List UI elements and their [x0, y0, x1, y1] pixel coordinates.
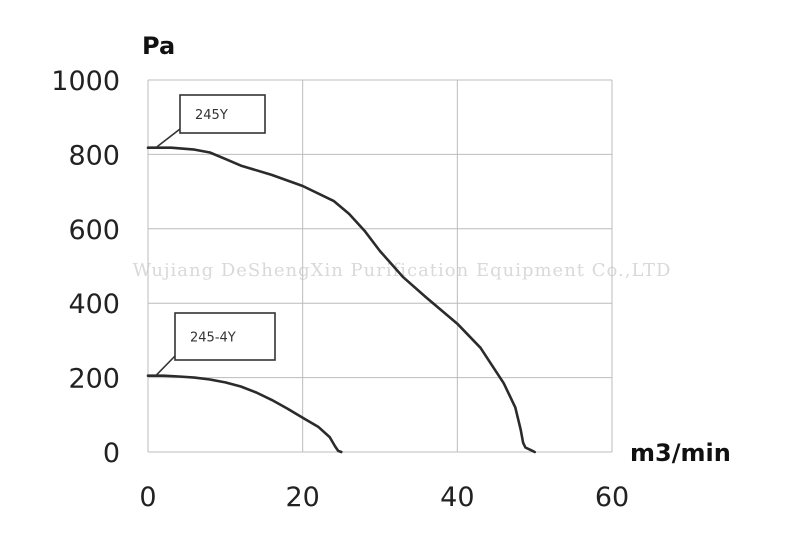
x-axis-label: m3/min	[630, 439, 731, 467]
y-tick-label: 400	[68, 289, 120, 320]
x-tick-label: 0	[139, 482, 156, 513]
callout-label: 245-4Y	[190, 331, 236, 346]
y-tick-label: 0	[103, 438, 120, 469]
x-tick-label: 20	[285, 482, 319, 513]
series-line-245-4y	[146, 374, 343, 454]
grid-layer	[147, 79, 613, 453]
series-layer	[146, 146, 537, 454]
callout-245y: 245Y	[155, 94, 266, 149]
watermark-layer: Wujiang DeShengXin Purification Equipmen…	[133, 260, 672, 281]
annotation-layer: 245Y 245-4Y	[155, 94, 276, 377]
callout-label: 245Y	[195, 108, 228, 123]
callout-leader-line	[155, 128, 181, 149]
y-tick-label: 800	[68, 140, 120, 171]
x-tick-label: 60	[595, 482, 629, 513]
x-tick-label: 40	[440, 482, 474, 513]
callout-245-4y: 245-4Y	[155, 312, 276, 377]
y-tick-label: 1000	[51, 66, 120, 97]
tick-label-layer: 0 200 400 600 800 1000 0 20 40 60	[51, 66, 629, 513]
y-tick-label: 600	[68, 215, 120, 246]
series-line-245y	[146, 146, 537, 454]
callout-box	[174, 312, 276, 361]
y-tick-label: 200	[68, 364, 120, 395]
callout-box	[179, 94, 266, 134]
y-axis-label: Pa	[142, 32, 175, 60]
callout-leader-line	[155, 355, 176, 377]
watermark-text: Wujiang DeShengXin Purification Equipmen…	[133, 260, 672, 281]
